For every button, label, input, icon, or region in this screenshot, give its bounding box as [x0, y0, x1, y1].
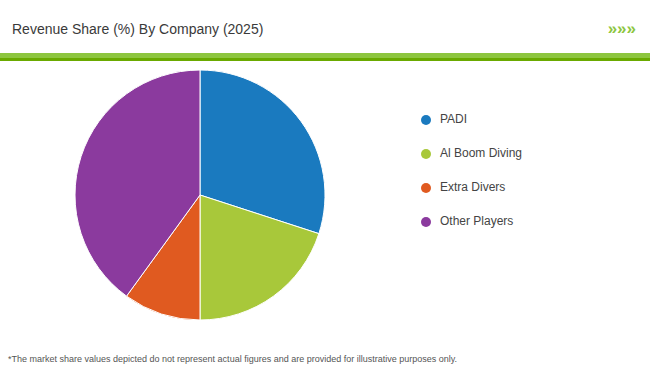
header: [0, 0, 650, 54]
annotation: *The market share values depicted do not…: [8, 354, 457, 364]
legend-label: Extra Divers: [440, 180, 505, 194]
legend-label: PADI: [440, 112, 467, 126]
legend-item: Al Boom Diving: [421, 146, 522, 160]
legend-label: Other Players: [440, 214, 513, 228]
legend-swatch: [421, 217, 431, 227]
chart: Revenue Share (%) By Company (2025) »»» PA…: [0, 0, 650, 370]
pie-slice: [75, 70, 200, 296]
annotation: »»»: [608, 19, 636, 38]
legend-item: Other Players: [421, 214, 513, 228]
legend-label: Al Boom Diving: [440, 146, 522, 160]
legend: PADI Al Boom Diving Extra Divers Other Play…: [421, 112, 522, 228]
header-line: [0, 53, 650, 58]
legend-swatch: [421, 115, 431, 125]
legend-swatch: [421, 183, 431, 193]
pie-slice: [200, 195, 319, 320]
title: Revenue Share (%) By Company (2025): [12, 21, 263, 37]
legend-item: PADI: [421, 112, 467, 126]
pie: [75, 70, 325, 320]
background: [0, 0, 650, 370]
legend-swatch: [421, 149, 431, 159]
legend-item: Extra Divers: [421, 180, 505, 194]
header-line: [0, 58, 650, 61]
